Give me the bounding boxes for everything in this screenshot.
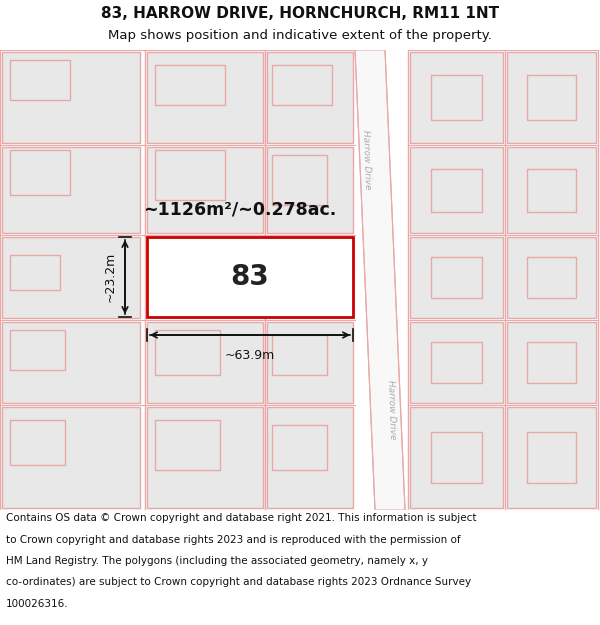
Polygon shape xyxy=(507,322,596,403)
Bar xyxy=(10,420,65,465)
Polygon shape xyxy=(267,322,353,403)
Text: to Crown copyright and database rights 2023 and is reproduced with the permissio: to Crown copyright and database rights 2… xyxy=(6,535,461,545)
Polygon shape xyxy=(147,407,263,508)
Bar xyxy=(527,75,576,120)
Polygon shape xyxy=(267,147,353,233)
Bar xyxy=(272,155,327,205)
Polygon shape xyxy=(2,407,140,508)
Text: Harrow Drive: Harrow Drive xyxy=(361,130,373,190)
Bar xyxy=(10,60,70,100)
Bar xyxy=(527,342,576,382)
Text: 100026316.: 100026316. xyxy=(6,599,68,609)
Polygon shape xyxy=(2,147,140,233)
Bar xyxy=(155,150,225,200)
Text: ~63.9m: ~63.9m xyxy=(225,349,275,362)
Text: Harrow Drive: Harrow Drive xyxy=(386,380,398,440)
Polygon shape xyxy=(147,52,263,143)
Bar xyxy=(272,425,327,470)
Bar xyxy=(155,420,220,470)
Text: Contains OS data © Crown copyright and database right 2021. This information is : Contains OS data © Crown copyright and d… xyxy=(6,514,476,524)
Text: 83: 83 xyxy=(230,263,269,291)
Bar xyxy=(431,342,482,382)
Bar xyxy=(155,330,220,375)
Polygon shape xyxy=(507,147,596,233)
Text: ~1126m²/~0.278ac.: ~1126m²/~0.278ac. xyxy=(143,200,337,218)
Bar xyxy=(10,330,65,370)
Bar xyxy=(10,255,60,290)
Bar xyxy=(272,65,332,105)
Text: co-ordinates) are subject to Crown copyright and database rights 2023 Ordnance S: co-ordinates) are subject to Crown copyr… xyxy=(6,578,471,587)
Text: ~23.2m: ~23.2m xyxy=(104,252,117,302)
Bar xyxy=(147,237,353,317)
Polygon shape xyxy=(410,407,503,508)
Polygon shape xyxy=(410,322,503,403)
Polygon shape xyxy=(410,147,503,233)
Polygon shape xyxy=(355,50,405,510)
Bar xyxy=(431,258,482,298)
Text: 83, HARROW DRIVE, HORNCHURCH, RM11 1NT: 83, HARROW DRIVE, HORNCHURCH, RM11 1NT xyxy=(101,6,499,21)
Polygon shape xyxy=(267,52,353,143)
Polygon shape xyxy=(2,52,140,143)
Polygon shape xyxy=(2,237,140,318)
Bar xyxy=(155,65,225,105)
Bar xyxy=(527,432,576,482)
Bar xyxy=(431,169,482,211)
Polygon shape xyxy=(147,147,263,233)
Polygon shape xyxy=(507,407,596,508)
Polygon shape xyxy=(507,237,596,318)
Polygon shape xyxy=(147,322,263,403)
Bar xyxy=(272,335,327,375)
Polygon shape xyxy=(267,407,353,508)
Polygon shape xyxy=(410,237,503,318)
Bar xyxy=(10,150,70,195)
Bar xyxy=(527,258,576,298)
Text: HM Land Registry. The polygons (including the associated geometry, namely x, y: HM Land Registry. The polygons (includin… xyxy=(6,556,428,566)
Polygon shape xyxy=(410,52,503,143)
Polygon shape xyxy=(2,322,140,403)
Bar xyxy=(527,169,576,211)
Bar xyxy=(431,75,482,120)
Polygon shape xyxy=(507,52,596,143)
Bar xyxy=(431,432,482,482)
Text: Map shows position and indicative extent of the property.: Map shows position and indicative extent… xyxy=(108,29,492,42)
